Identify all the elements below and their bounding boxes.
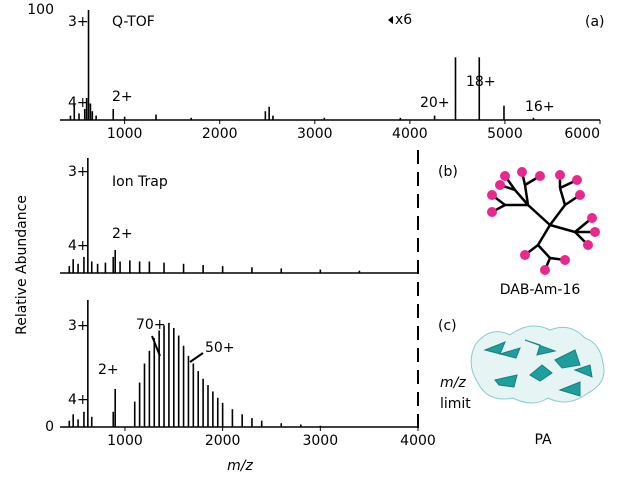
annotation: x6 [395,12,412,28]
annotation: (c) [438,318,457,334]
limit-label: limit [440,396,471,412]
annotation: 18+ [466,74,496,90]
marker [388,16,393,24]
y-tick-label: 100 [27,2,54,18]
x-tick-label: 6000 [564,126,600,142]
structure-label: PA [534,432,552,448]
annotation: (b) [438,164,458,180]
leader-line [189,352,204,363]
annotation: 3+ [68,14,89,30]
x-tick-label: 4000 [392,126,428,142]
annotation: (a) [585,14,605,30]
x-axis-label: m/z [227,458,253,474]
x-tick-label: 1000 [107,126,143,142]
annotation: Q-TOF [112,14,155,30]
limit-label: m/z [440,375,466,391]
protein [470,325,605,404]
dendrimer [487,167,600,275]
y-axis-label: Relative Abundance [14,195,30,335]
annotation: Ion Trap [112,174,168,190]
annotation: 50+ [205,340,235,356]
x-tick-label: 2000 [205,433,241,449]
annotation: 3+ [68,318,89,334]
annotation: 2+ [98,362,119,378]
x-tick-label: 3000 [297,126,333,142]
x-tick-label: 1000 [107,433,143,449]
x-tick-label: 2000 [202,126,238,142]
annotation: 70+ [136,317,166,333]
annotation: 4+ [68,392,89,408]
annotation: 4+ [68,238,89,254]
annotation: 2+ [112,226,133,242]
x-tick-label: 5000 [487,126,523,142]
annotation: 2+ [112,89,133,105]
structure-label: DAB-Am-16 [500,282,581,298]
annotation: 4+ [68,95,89,111]
y-tick-label: 0 [45,419,54,435]
annotation: 16+ [525,99,555,115]
annotation: 3+ [68,164,89,180]
x-tick-label: 3000 [302,433,338,449]
annotation: 20+ [420,95,450,111]
x-tick-label: 4000 [400,433,436,449]
